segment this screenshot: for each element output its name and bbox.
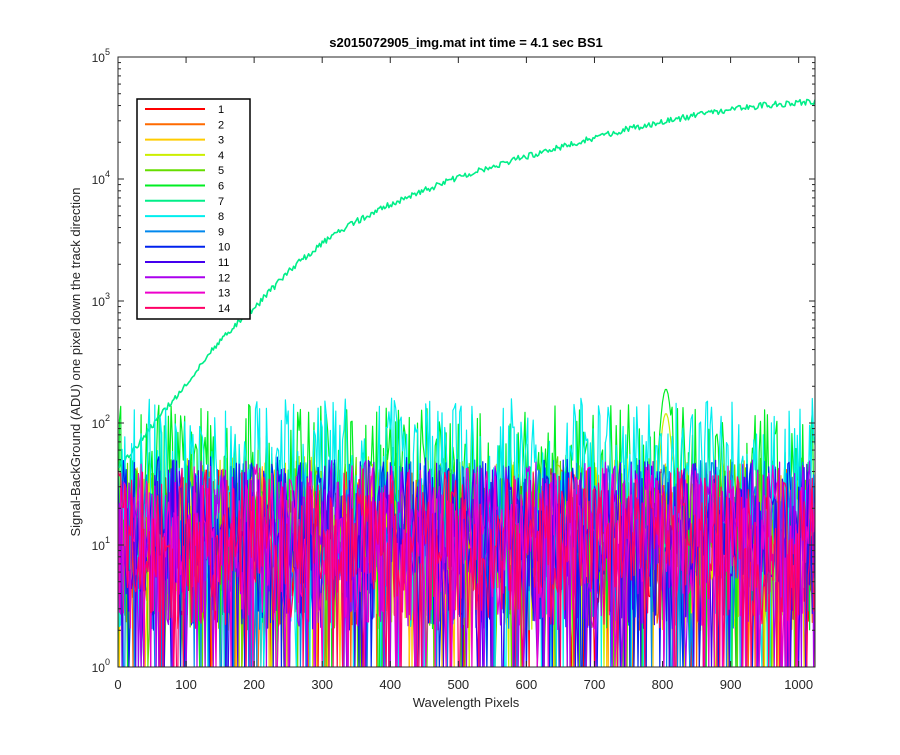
- x-tick-label: 400: [379, 677, 401, 692]
- legend-label: 8: [218, 211, 224, 223]
- y-axis-label: Signal-BackGround (ADU) one pixel down t…: [68, 187, 83, 536]
- x-tick-label: 500: [447, 677, 469, 692]
- series-line-7: [118, 98, 815, 469]
- plot-frame: [117, 56, 816, 668]
- legend-label: 6: [218, 181, 224, 193]
- legend-box: [136, 98, 251, 320]
- legend-label: 11: [218, 257, 229, 269]
- x-axis: 0 100 200 300 400 500 600 700 800 900 1000: [114, 57, 813, 692]
- chart-title: s2015072905_img.mat int time = 4.1 sec B…: [329, 35, 603, 50]
- x-tick-label: 200: [243, 677, 265, 692]
- x-tick-label: 100: [175, 677, 197, 692]
- series-layer: [118, 98, 815, 667]
- x-tick-label: 800: [652, 677, 674, 692]
- legend-label: 3: [218, 135, 224, 147]
- legend-label: 12: [218, 272, 230, 284]
- y-tick-exponent: 4: [105, 169, 110, 179]
- legend-label: 7: [218, 196, 224, 208]
- x-axis-label: Wavelength Pixels: [413, 695, 520, 710]
- y-tick-exponent: 3: [105, 291, 110, 301]
- y-tick-exponent: 5: [105, 47, 110, 57]
- x-tick-label: 900: [720, 677, 742, 692]
- legend-label: 4: [218, 150, 224, 162]
- legend-label: 9: [218, 226, 224, 238]
- legend-label: 1: [218, 104, 224, 116]
- x-tick-label: 1000: [784, 677, 813, 692]
- legend-label: 13: [218, 288, 230, 300]
- y-tick-exponent: 2: [105, 413, 110, 423]
- legend-label: 14: [218, 303, 230, 315]
- x-tick-label: 0: [114, 677, 121, 692]
- y-tick-exponent: 1: [105, 535, 110, 545]
- series-line-14: [118, 467, 815, 667]
- legend-label: 10: [218, 242, 230, 254]
- x-tick-label: 700: [584, 677, 606, 692]
- x-tick-label: 300: [311, 677, 333, 692]
- x-tick-label: 600: [516, 677, 538, 692]
- legend-label: 5: [218, 165, 224, 177]
- y-tick-exponent: 0: [105, 657, 110, 667]
- legend-label: 2: [218, 119, 224, 131]
